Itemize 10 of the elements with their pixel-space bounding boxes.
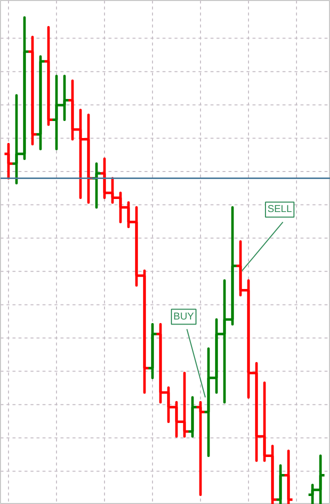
- candlestick: [27, 36, 38, 146]
- candlestick: [147, 323, 158, 380]
- candlestick: [91, 162, 102, 209]
- candlestick: [187, 396, 198, 438]
- candlestick: [3, 142, 14, 180]
- annotation: SELL: [267, 204, 292, 216]
- candlestick: [35, 55, 46, 150]
- candlestick: [195, 400, 206, 496]
- annotation: BUY: [173, 311, 194, 322]
- candlestick: [43, 26, 54, 126]
